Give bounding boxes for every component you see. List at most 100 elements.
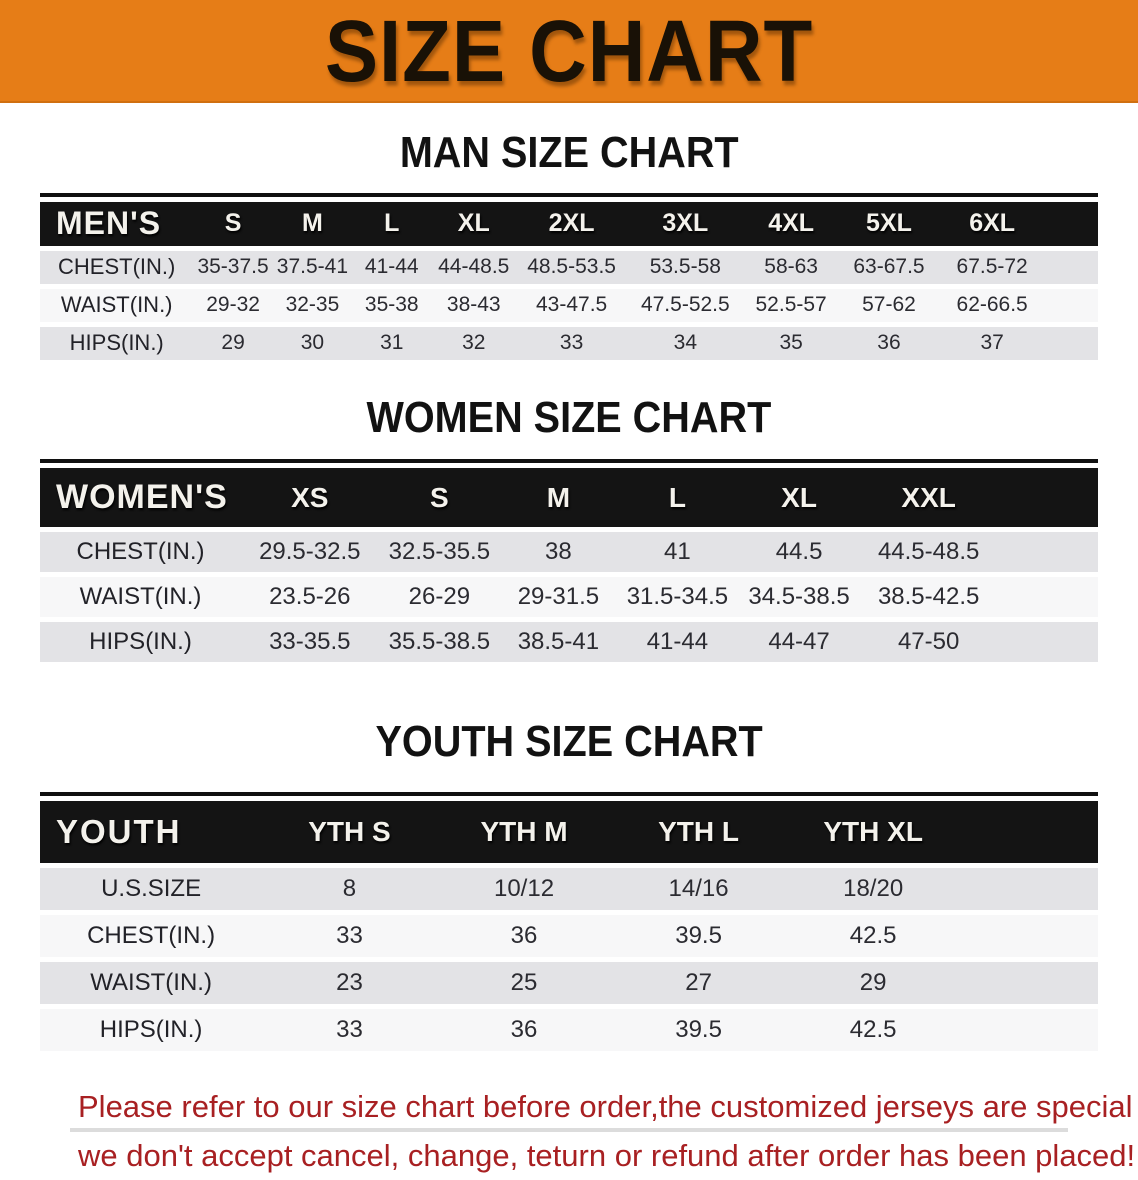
row-label: WAIST(IN.) bbox=[40, 288, 194, 322]
cell-value: 58-63 bbox=[743, 250, 839, 284]
cell-value: 48.5-53.5 bbox=[516, 250, 628, 284]
women-heading: WOMEN SIZE CHART bbox=[40, 393, 1098, 444]
footer-line-2: we don't accept cancel, change, teturn o… bbox=[78, 1137, 1136, 1173]
cell-value: 41-44 bbox=[352, 250, 432, 284]
cell-value: 62-66.5 bbox=[939, 288, 1046, 322]
cell-value: 33-35.5 bbox=[241, 622, 379, 663]
youth-col-s: YTH S bbox=[262, 800, 437, 863]
cell-value: 32 bbox=[431, 326, 517, 360]
women-col-s: S bbox=[378, 468, 501, 528]
women-heading-text: WOMEN SIZE CHART bbox=[366, 392, 772, 442]
cell-value: 31 bbox=[352, 326, 432, 360]
cell-value: 35.5-38.5 bbox=[378, 622, 501, 663]
row-label: U.S.SIZE bbox=[40, 867, 263, 910]
cell-value: 44-47 bbox=[738, 622, 860, 663]
youth-col-l: YTH L bbox=[611, 800, 786, 863]
cell-value: 39.5 bbox=[611, 1008, 786, 1051]
row-filler bbox=[997, 532, 1098, 573]
men-col-l: L bbox=[352, 201, 432, 246]
page-body: MAN SIZE CHART MEN'S S M L XL 2XL 3XL 4X… bbox=[0, 128, 1138, 1180]
row-filler bbox=[1045, 250, 1098, 284]
women-section: WOMEN SIZE CHART WOMEN'S XS S M L XL XXL bbox=[40, 393, 1098, 668]
women-hips-row: HIPS(IN.) 33-35.5 35.5-38.5 38.5-41 41-4… bbox=[40, 622, 1098, 663]
cell-value: 14/16 bbox=[611, 867, 786, 910]
footer-line-1: Please refer to our size chart before or… bbox=[78, 1088, 1138, 1124]
row-filler bbox=[1045, 326, 1098, 360]
men-table-title: MEN'S bbox=[40, 201, 194, 246]
cell-value: 30 bbox=[272, 326, 353, 360]
women-table-block: WOMEN'S XS S M L XL XXL CHEST(IN.) 29.5-… bbox=[40, 459, 1098, 667]
youth-size-table: YOUTH YTH S YTH M YTH L YTH XL U.S.SIZE … bbox=[40, 796, 1098, 1056]
men-chest-row: CHEST(IN.) 35-37.5 37.5-41 41-44 44-48.5… bbox=[40, 250, 1098, 284]
cell-value: 37 bbox=[939, 326, 1046, 360]
cell-value: 29 bbox=[193, 326, 273, 360]
row-filler bbox=[997, 622, 1098, 663]
youth-hips-row: HIPS(IN.) 33 36 39.5 42.5 bbox=[40, 1008, 1098, 1051]
cell-value: 53.5-58 bbox=[627, 250, 744, 284]
row-filler bbox=[997, 577, 1098, 618]
cell-value: 29-32 bbox=[193, 288, 273, 322]
men-header-filler bbox=[1045, 201, 1098, 246]
men-col-2xl: 2XL bbox=[516, 201, 628, 246]
youth-table-title: YOUTH bbox=[40, 800, 263, 863]
cell-value: 33 bbox=[516, 326, 628, 360]
cell-value: 44.5 bbox=[738, 532, 860, 573]
cell-value: 29-31.5 bbox=[500, 577, 617, 618]
cell-value: 52.5-57 bbox=[743, 288, 839, 322]
cell-value: 41-44 bbox=[616, 622, 739, 663]
youth-chest-row: CHEST(IN.) 33 36 39.5 42.5 bbox=[40, 914, 1098, 957]
cell-value: 44.5-48.5 bbox=[859, 532, 998, 573]
cell-value: 38.5-42.5 bbox=[859, 577, 998, 618]
cell-value: 32-35 bbox=[272, 288, 353, 322]
youth-heading: YOUTH SIZE CHART bbox=[40, 717, 1098, 768]
row-filler bbox=[960, 914, 1098, 957]
women-col-m: M bbox=[500, 468, 617, 528]
cell-value: 33 bbox=[262, 914, 437, 957]
cell-value: 42.5 bbox=[785, 1008, 961, 1051]
women-col-xxl: XXL bbox=[859, 468, 998, 528]
women-col-xs: XS bbox=[241, 468, 379, 528]
cell-value: 39.5 bbox=[611, 914, 786, 957]
men-size-table: MEN'S S M L XL 2XL 3XL 4XL 5XL 6XL bbox=[40, 197, 1098, 365]
cell-value: 32.5-35.5 bbox=[378, 532, 501, 573]
cell-value: 38 bbox=[500, 532, 617, 573]
cell-value: 34.5-38.5 bbox=[738, 577, 860, 618]
men-col-5xl: 5XL bbox=[838, 201, 940, 246]
row-label: WAIST(IN.) bbox=[40, 577, 242, 618]
cell-value: 29.5-32.5 bbox=[241, 532, 379, 573]
youth-header-filler bbox=[960, 800, 1098, 863]
men-col-s: S bbox=[193, 201, 273, 246]
cell-value: 36 bbox=[436, 1008, 612, 1051]
men-section: MAN SIZE CHART MEN'S S M L XL 2XL 3XL 4X… bbox=[40, 128, 1098, 365]
women-header-filler bbox=[997, 468, 1098, 528]
cell-value: 25 bbox=[436, 961, 612, 1004]
cell-value: 35 bbox=[743, 326, 839, 360]
row-label: CHEST(IN.) bbox=[40, 532, 242, 573]
cell-value: 43-47.5 bbox=[516, 288, 628, 322]
youth-header-row: YOUTH YTH S YTH M YTH L YTH XL bbox=[40, 800, 1098, 863]
row-label: HIPS(IN.) bbox=[40, 1008, 263, 1051]
row-label: CHEST(IN.) bbox=[40, 250, 194, 284]
men-col-3xl: 3XL bbox=[627, 201, 744, 246]
banner: SIZE CHART bbox=[0, 0, 1138, 103]
cell-value: 18/20 bbox=[785, 867, 961, 910]
youth-section: YOUTH SIZE CHART YOUTH YTH S YTH M YTH L… bbox=[40, 717, 1098, 1056]
women-table-title: WOMEN'S bbox=[40, 468, 242, 528]
youth-col-m: YTH M bbox=[436, 800, 612, 863]
cell-value: 47-50 bbox=[859, 622, 998, 663]
banner-title: SIZE CHART bbox=[324, 1, 814, 100]
row-label: WAIST(IN.) bbox=[40, 961, 263, 1004]
men-table-block: MEN'S S M L XL 2XL 3XL 4XL 5XL 6XL bbox=[40, 192, 1098, 365]
row-label: CHEST(IN.) bbox=[40, 914, 263, 957]
cell-value: 35-38 bbox=[352, 288, 432, 322]
men-heading-text: MAN SIZE CHART bbox=[399, 128, 739, 177]
cell-value: 29 bbox=[785, 961, 961, 1004]
cell-value: 38-43 bbox=[431, 288, 517, 322]
cell-value: 67.5-72 bbox=[939, 250, 1046, 284]
men-col-4xl: 4XL bbox=[743, 201, 839, 246]
cell-value: 35-37.5 bbox=[193, 250, 273, 284]
women-chest-row: CHEST(IN.) 29.5-32.5 32.5-35.5 38 41 44.… bbox=[40, 532, 1098, 573]
men-hips-row: HIPS(IN.) 29 30 31 32 33 34 35 36 37 bbox=[40, 326, 1098, 360]
cell-value: 42.5 bbox=[785, 914, 961, 957]
cell-value: 33 bbox=[262, 1008, 437, 1051]
